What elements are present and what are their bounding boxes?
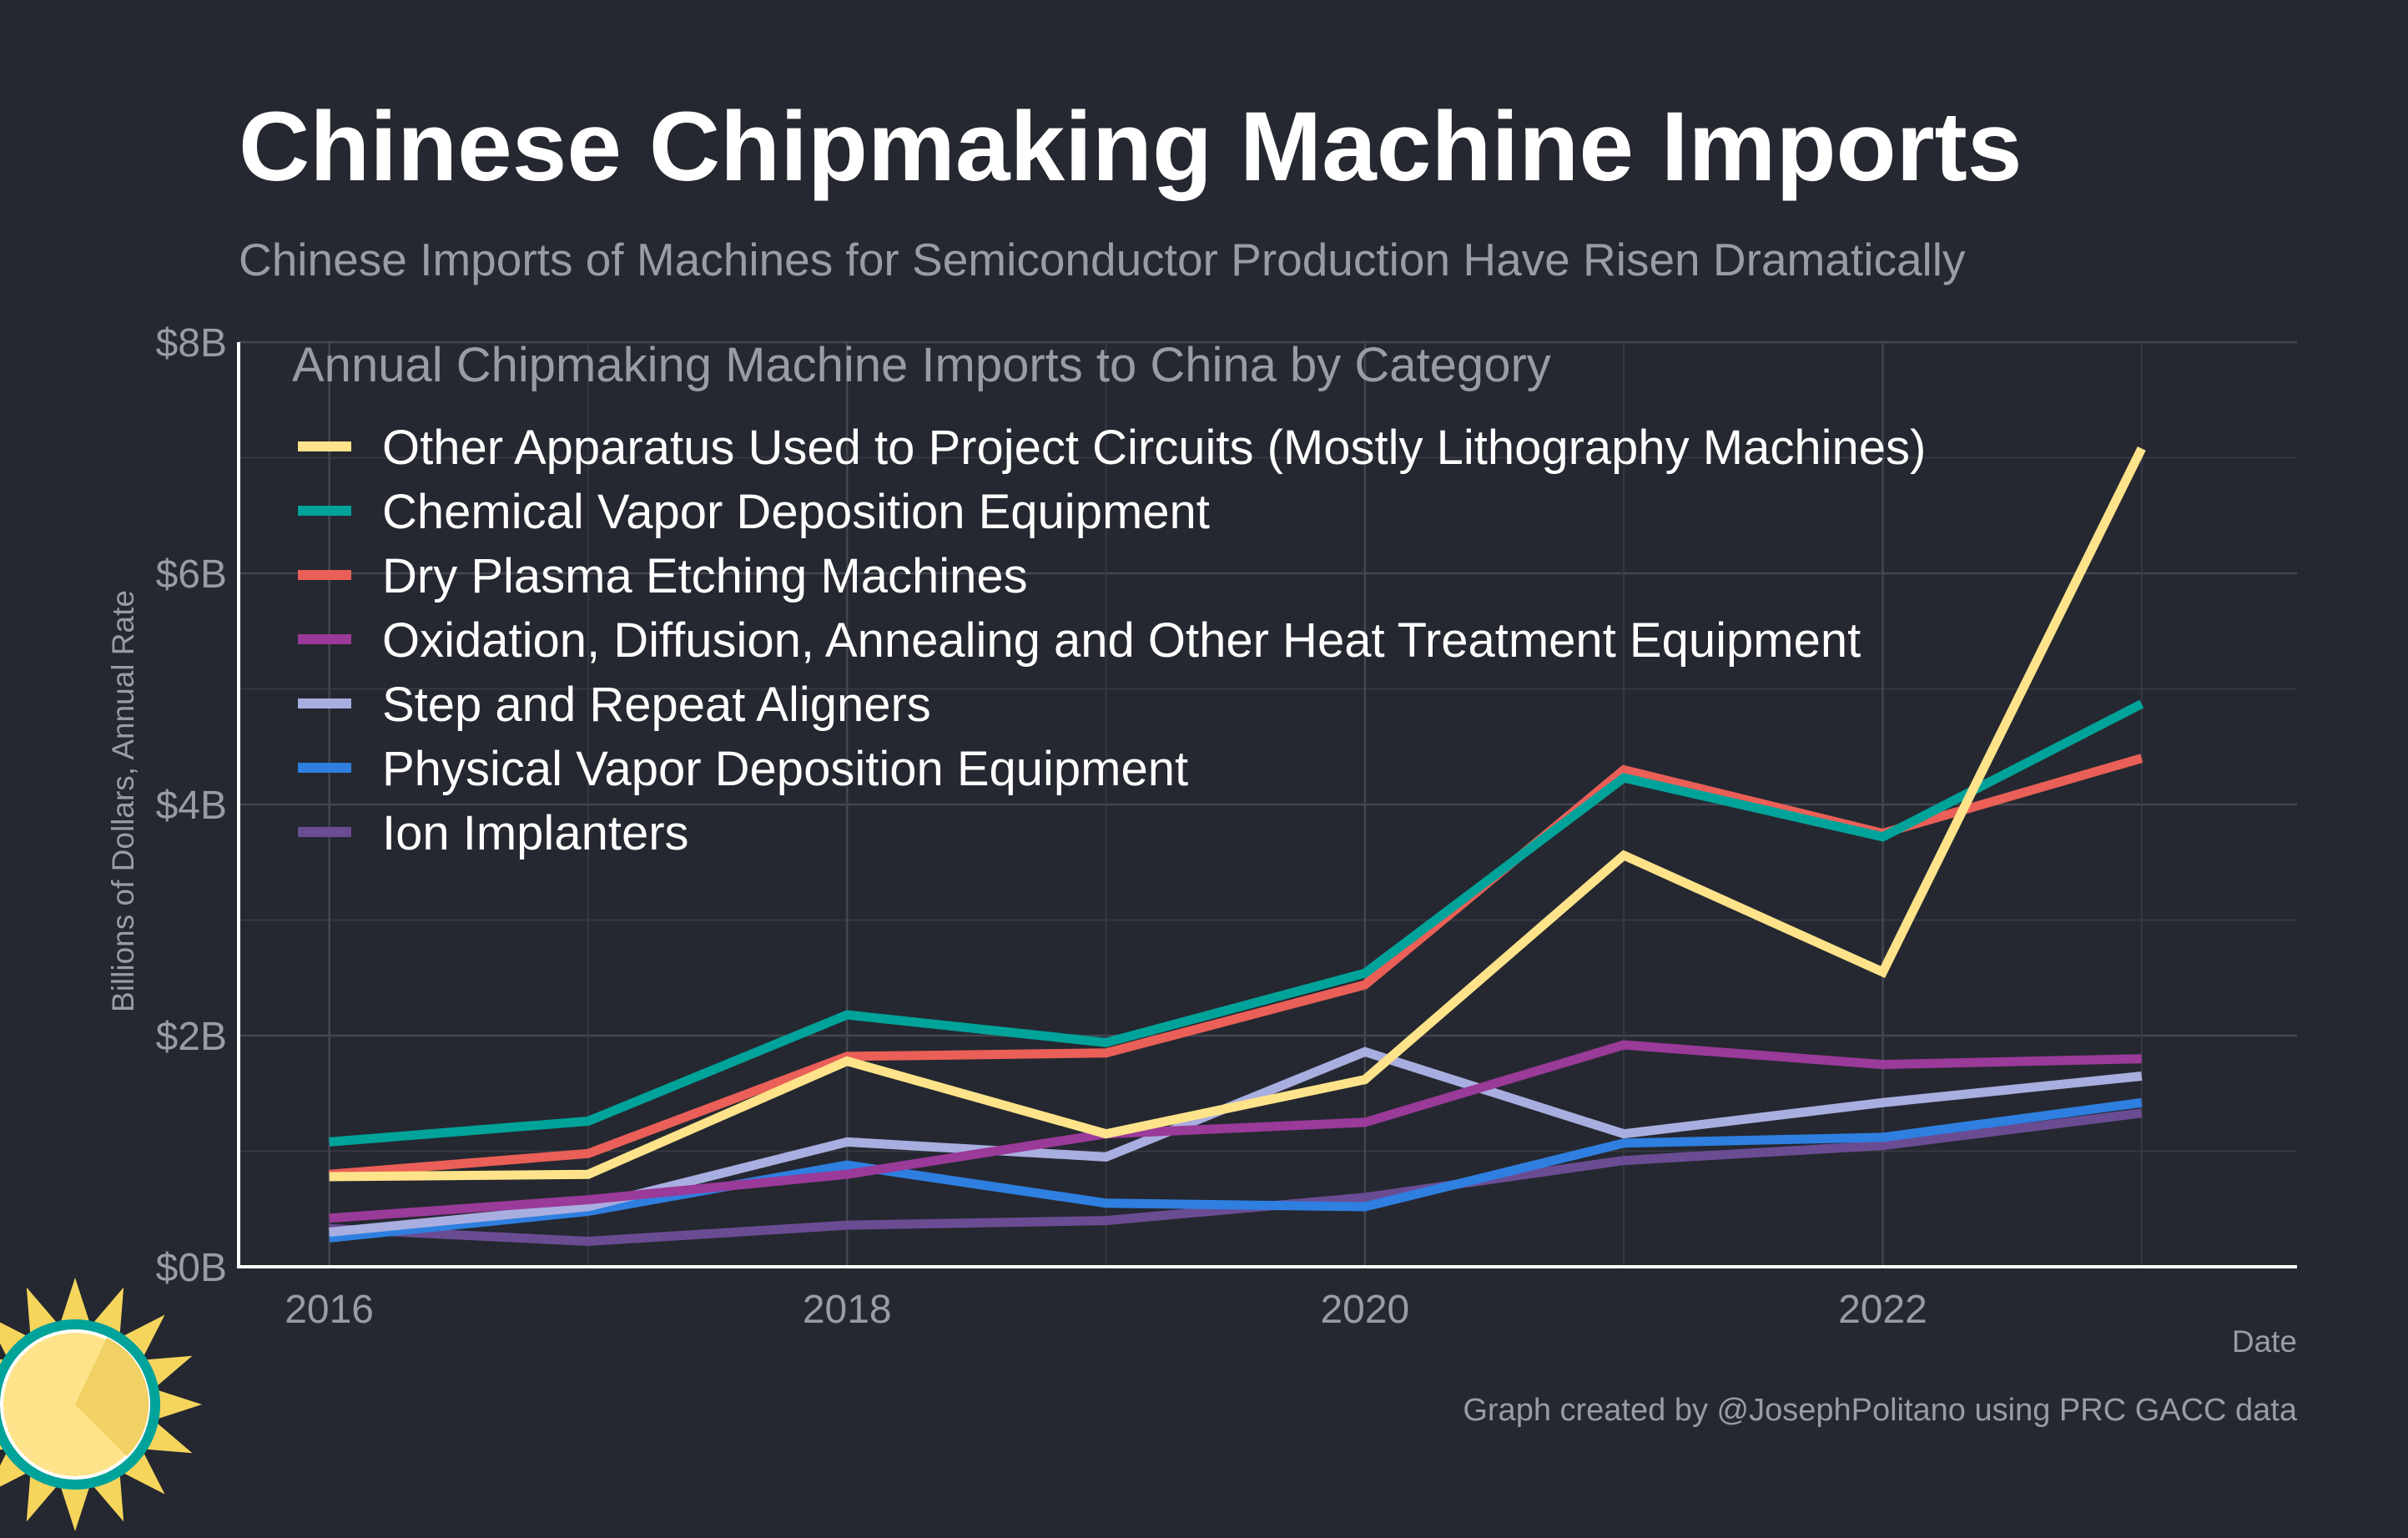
x-tick-label: 2016: [285, 1288, 374, 1332]
x-tick-label: 2018: [803, 1288, 892, 1332]
series-lines: [329, 446, 2146, 1247]
x-tick-label: 2020: [1320, 1288, 1409, 1332]
legend: Annual Chipmaking Machine Imports to Chi…: [292, 338, 1926, 860]
series-line-6: [329, 446, 2146, 1182]
legend-label: Physical Vapor Deposition Equipment: [382, 742, 1188, 796]
y-axis-label: Billions of Dollars, Annual Rate: [106, 590, 140, 1012]
y-tick-label: $0B: [156, 1246, 227, 1290]
legend-label: Ion Implanters: [382, 806, 689, 860]
gridlines: [239, 340, 2297, 1268]
y-tick-label: $6B: [156, 552, 227, 597]
sun-shade-icon: [75, 1338, 149, 1456]
legend-label: Dry Plasma Etching Machines: [382, 549, 1028, 603]
y-tick-label: $4B: [156, 784, 227, 828]
legend-label: Step and Repeat Aligners: [382, 678, 931, 732]
legend-label: Oxidation, Diffusion, Annealing and Othe…: [382, 613, 1861, 668]
sun-logo: [0, 1278, 202, 1531]
x-axis-label: Date: [2232, 1324, 2297, 1359]
y-tick-label: $2B: [156, 1015, 227, 1059]
series-line-1: [329, 1097, 2143, 1243]
y-tick-label: $8B: [156, 321, 227, 366]
axes: $0B $2B $4B $6B $8B 2016 2018 2020 2022: [156, 321, 2297, 1332]
legend-title: Annual Chipmaking Machine Imports to Chi…: [292, 338, 1551, 392]
chart-subtitle: Chinese Imports of Machines for Semicond…: [239, 234, 1966, 285]
legend-label: Other Apparatus Used to Project Circuits…: [382, 421, 1926, 475]
series-line-3: [329, 1040, 2142, 1223]
series-line-5: [329, 699, 2144, 1147]
x-tick-label: 2022: [1838, 1288, 1927, 1332]
chart-title: Chinese Chipmaking Machine Imports: [239, 92, 2022, 202]
legend-label: Chemical Vapor Deposition Equipment: [382, 485, 1210, 539]
credit-text: Graph created by @JosephPolitano using P…: [1463, 1393, 2298, 1428]
